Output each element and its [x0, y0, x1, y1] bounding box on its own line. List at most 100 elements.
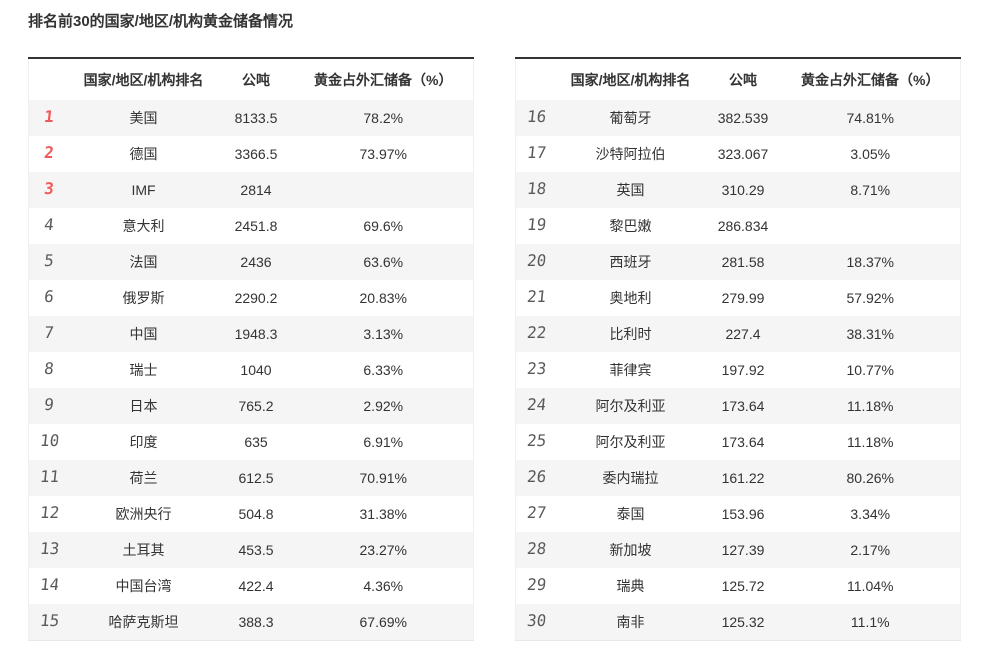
entity-name: 泰国	[616, 506, 645, 522]
tons-value: 227.4	[725, 326, 761, 342]
rank-cell: 21	[516, 280, 556, 316]
rank-number: 3	[42, 180, 55, 197]
table-row: 3 IMF 2814	[28, 172, 474, 208]
rank-cell: 7	[29, 316, 69, 352]
pct-value: 2.17%	[850, 542, 891, 558]
rank-number: 27	[525, 504, 546, 521]
pct-value: 2.92%	[363, 398, 404, 414]
entity-name: 哈萨克斯坦	[108, 614, 179, 630]
pct-value: 11.18%	[847, 434, 894, 450]
gold-reserves-table-ranks-1-15: 国家/地区/机构排名 公吨 黄金占外汇储备（%） 1 美国 8133.5 78.2% 2 德国…	[28, 57, 474, 641]
column-header: 国家/地区/机构排名	[68, 58, 219, 100]
pct-value: 57.92%	[846, 290, 894, 306]
table-header: 国家/地区/机构排名 公吨 黄金占外汇储备（%）	[515, 58, 961, 100]
rank-number: 10	[38, 432, 59, 449]
entity-name: 中国台湾	[115, 578, 172, 594]
entity-name: 中国	[129, 326, 158, 342]
table-row: 1 美国 8133.5 78.2%	[28, 100, 474, 136]
header-row: 国家/地区/机构排名 公吨 黄金占外汇储备（%）	[28, 58, 474, 100]
gold-reserves-table-ranks-16-30: 国家/地区/机构排名 公吨 黄金占外汇储备（%） 16 葡萄牙 382.539 74.81…	[515, 57, 961, 641]
column-header: 公吨	[218, 58, 294, 100]
pct-value: 63.6%	[363, 254, 404, 270]
entity-name: 西班牙	[609, 254, 652, 270]
table-row: 27 泰国 153.96 3.34%	[516, 496, 961, 532]
rank-number: 8	[42, 360, 55, 377]
pct-value: 11.04%	[847, 578, 894, 594]
rank-cell: 5	[29, 244, 69, 280]
tons-value: 8133.5	[234, 110, 278, 126]
pct-value	[294, 172, 474, 208]
table-row: 20 西班牙 281.58 18.37%	[515, 244, 961, 280]
tons-value: 504.8	[238, 506, 274, 522]
pct-value: 3.05%	[850, 146, 891, 162]
pct-value: 80.26%	[846, 470, 894, 486]
rank-number: 6	[42, 288, 55, 305]
tons-value: 286.834	[717, 218, 769, 234]
table-body: 1 美国 8133.5 78.2% 2 德国 3366.5 73.97% 3 IMF 2814 4 意大…	[28, 100, 474, 641]
rank-number: 20	[525, 252, 546, 269]
column-header: 黄金占外汇储备（%）	[293, 58, 474, 100]
rank-number: 4	[42, 216, 55, 233]
rank-number: 11	[38, 468, 59, 485]
pct-value: 6.33%	[363, 362, 404, 378]
table-row: 26 委内瑞拉 161.22 80.26%	[515, 460, 961, 496]
rank-cell: 3	[29, 172, 69, 208]
entity-name: 瑞典	[616, 578, 645, 594]
rank-cell: 16	[516, 100, 556, 136]
table-row: 7 中国 1948.3 3.13%	[28, 316, 474, 352]
table-row: 10 印度 635 6.91%	[29, 424, 474, 460]
table-row: 13 土耳其 453.5 23.27%	[28, 532, 474, 568]
table-row: 17 沙特阿拉伯 323.067 3.05%	[516, 136, 961, 172]
entity-name: 委内瑞拉	[602, 470, 659, 486]
table-row: 25 阿尔及利亚 173.64 11.18%	[516, 424, 961, 460]
tons-value: 125.32	[721, 614, 765, 630]
rank-cell: 4	[29, 208, 69, 244]
rank-cell: 13	[29, 532, 69, 568]
table-row: 12 欧洲央行 504.8 31.38%	[29, 496, 474, 532]
table-row: 5 法国 2436 63.6%	[28, 244, 474, 280]
rank-cell: 30	[516, 604, 556, 641]
tons-value: 2451.8	[234, 218, 278, 234]
table-row: 14 中国台湾 422.4 4.36%	[29, 568, 474, 604]
rank-number: 25	[525, 432, 546, 449]
rank-cell: 23	[516, 352, 556, 388]
pct-value: 11.1%	[850, 614, 890, 630]
tons-value: 765.2	[238, 398, 274, 414]
pct-value: 4.36%	[363, 578, 404, 594]
pct-value: 23.27%	[359, 542, 407, 558]
pct-value: 6.91%	[363, 434, 404, 450]
pct-value: 11.18%	[847, 398, 894, 414]
rank-number: 9	[42, 396, 55, 413]
entity-name: 阿尔及利亚	[595, 398, 666, 414]
entity-name: 沙特阿拉伯	[595, 146, 666, 162]
tons-value: 161.22	[721, 470, 765, 486]
tons-value: 422.4	[238, 578, 274, 594]
entity-name: 欧洲央行	[115, 506, 172, 522]
tables-container: 国家/地区/机构排名 公吨 黄金占外汇储备（%） 1 美国 8133.5 78.2% 2 德国…	[28, 57, 989, 641]
table-row: 8 瑞士 1040 6.33%	[29, 352, 474, 388]
rank-number: 19	[525, 216, 546, 233]
header-row: 国家/地区/机构排名 公吨 黄金占外汇储备（%）	[515, 58, 961, 100]
entity-name: 瑞士	[129, 362, 158, 378]
tons-value: 635	[244, 434, 268, 450]
tons-value: 310.29	[721, 182, 765, 198]
rank-number: 12	[38, 504, 59, 521]
pct-value	[781, 208, 961, 244]
tons-value: 382.539	[717, 110, 769, 126]
rank-cell: 8	[29, 352, 69, 388]
rank-cell: 2	[29, 136, 69, 172]
tons-value: 173.64	[721, 398, 765, 414]
entity-name: 奥地利	[609, 290, 652, 306]
entity-name: 新加坡	[609, 542, 652, 558]
rank-number: 21	[525, 288, 546, 305]
entity-name: 黎巴嫩	[609, 218, 652, 234]
pct-value: 8.71%	[850, 182, 891, 198]
table-row: 9 日本 765.2 2.92%	[28, 388, 474, 424]
entity-name: 土耳其	[122, 542, 165, 558]
pct-value: 18.37%	[846, 254, 894, 270]
pct-value: 38.31%	[846, 326, 894, 342]
entity-name: 比利时	[609, 326, 652, 342]
tons-value: 2290.2	[234, 290, 278, 306]
rank-number: 14	[38, 576, 59, 593]
rank-cell: 1	[29, 100, 69, 136]
